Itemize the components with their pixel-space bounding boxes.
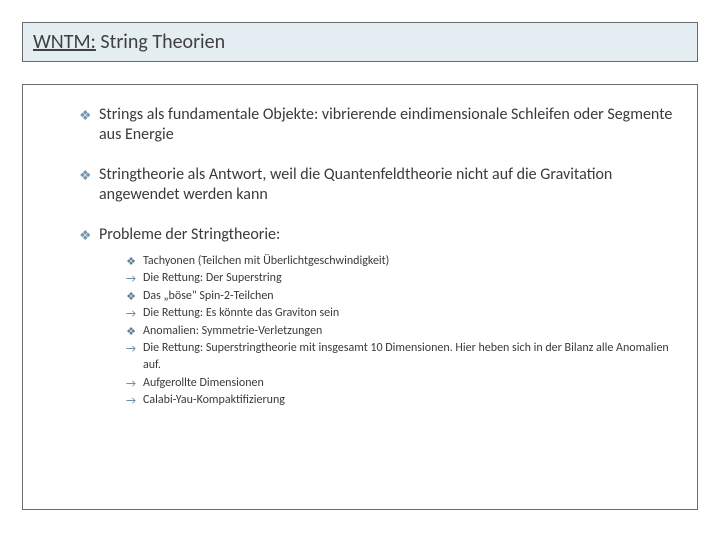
main-list: ❖ Strings als fundamentale Objekte: vibr…	[47, 105, 673, 410]
diamond-bullet-icon: ❖	[125, 324, 137, 340]
title-rest: String Theorien	[96, 30, 225, 54]
sub-list-item: → Die Rettung: Es könnte das Graviton se…	[99, 305, 673, 322]
sub-item-text: Calabi-Yau-Kompaktifizierung	[143, 393, 285, 407]
sub-list-item: ❖ Das „böse" Spin-2-Teilchen	[99, 288, 673, 305]
diamond-bullet-icon: ❖	[79, 107, 92, 125]
sub-list-item: → Die Rettung: Superstringtheorie mit in…	[99, 340, 673, 375]
sub-item-text: Tachyonen (Teilchen mit Überlichtgeschwi…	[143, 254, 389, 268]
slide-title: WNTM: String Theorien	[33, 30, 225, 54]
arrow-icon: →	[125, 376, 137, 392]
arrow-icon: →	[125, 341, 137, 357]
list-item: ❖ Probleme der Stringtheorie: ❖ Tachyone…	[47, 225, 673, 410]
item-text: Stringtheorie als Antwort, weil die Quan…	[99, 165, 612, 204]
sub-item-text: Die Rettung: Superstringtheorie mit insg…	[143, 341, 669, 372]
diamond-bullet-icon: ❖	[125, 289, 137, 305]
sub-list-item: ❖ Tachyonen (Teilchen mit Überlichtgesch…	[99, 253, 673, 270]
content-frame: ❖ Strings als fundamentale Objekte: vibr…	[22, 84, 698, 510]
sub-item-text: Die Rettung: Es könnte das Graviton sein	[143, 306, 339, 320]
arrow-icon: →	[125, 271, 137, 287]
title-prefix: WNTM:	[33, 30, 96, 54]
title-bar: WNTM: String Theorien	[22, 22, 698, 62]
sub-list-item: ❖ Anomalien: Symmetrie-Verletzungen	[99, 323, 673, 340]
sub-item-text: Das „böse" Spin-2-Teilchen	[143, 289, 274, 303]
sub-item-text: Aufgerollte Dimensionen	[143, 376, 264, 390]
arrow-icon: →	[125, 393, 137, 409]
sub-list-item: → Calabi-Yau-Kompaktifizierung	[99, 392, 673, 409]
diamond-bullet-icon: ❖	[79, 167, 92, 185]
diamond-bullet-icon: ❖	[79, 227, 92, 245]
item-text: Strings als fundamentale Objekte: vibrie…	[99, 105, 672, 144]
item-text: Probleme der Stringtheorie:	[99, 225, 280, 244]
sub-item-text: Anomalien: Symmetrie-Verletzungen	[143, 324, 322, 338]
arrow-icon: →	[125, 306, 137, 322]
sub-list-item: → Die Rettung: Der Superstring	[99, 270, 673, 287]
list-item: ❖ Stringtheorie als Antwort, weil die Qu…	[47, 165, 673, 205]
sub-list: ❖ Tachyonen (Teilchen mit Überlichtgesch…	[99, 253, 673, 410]
sub-list-item: → Aufgerollte Dimensionen	[99, 375, 673, 392]
diamond-bullet-icon: ❖	[125, 254, 137, 270]
list-item: ❖ Strings als fundamentale Objekte: vibr…	[47, 105, 673, 145]
sub-item-text: Die Rettung: Der Superstring	[143, 271, 282, 285]
